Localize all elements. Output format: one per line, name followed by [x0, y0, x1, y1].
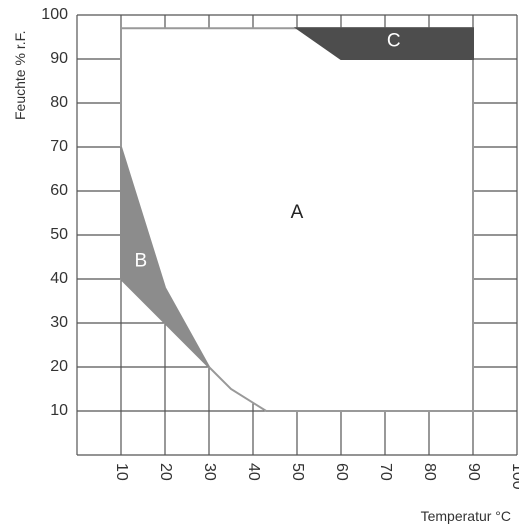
x-tick-label: 60 — [333, 463, 350, 481]
region-b — [120, 146, 210, 368]
y-tick-label: 60 — [50, 182, 68, 199]
x-tick-label: 90 — [465, 463, 482, 481]
tick-labels: 10 20 30 40 50 60 70 80 90 100 10 20 30 40 50 60 70 80 90 1… — [41, 6, 519, 490]
region-label-c: C — [387, 30, 401, 51]
region-c — [293, 27, 474, 60]
region-label-b: B — [134, 250, 147, 271]
y-tick-label: 80 — [50, 94, 68, 111]
regions: A B C — [120, 27, 474, 412]
y-tick-label: 20 — [50, 358, 68, 375]
y-tick-label: 10 — [50, 402, 68, 419]
x-axis-title: Temperatur °C — [420, 508, 511, 524]
x-tick-label: 100 — [509, 463, 519, 490]
y-tick-label: 50 — [50, 226, 68, 243]
x-tick-label: 30 — [201, 463, 218, 481]
y-tick-label: 90 — [50, 50, 68, 67]
y-tick-label: 100 — [41, 6, 68, 23]
x-tick-label: 40 — [245, 463, 262, 481]
y-tick-label: 30 — [50, 314, 68, 331]
y-tick-label: 70 — [50, 138, 68, 155]
x-tick-label: 70 — [377, 463, 394, 481]
y-tick-label: 40 — [50, 270, 68, 287]
x-tick-label: 10 — [113, 463, 130, 481]
x-tick-label: 20 — [157, 463, 174, 481]
region-label-a: A — [291, 202, 304, 223]
y-axis-title: Feuchte % r.F. — [12, 30, 28, 120]
x-tick-label: 80 — [421, 463, 438, 481]
x-tick-label: 50 — [289, 463, 306, 481]
